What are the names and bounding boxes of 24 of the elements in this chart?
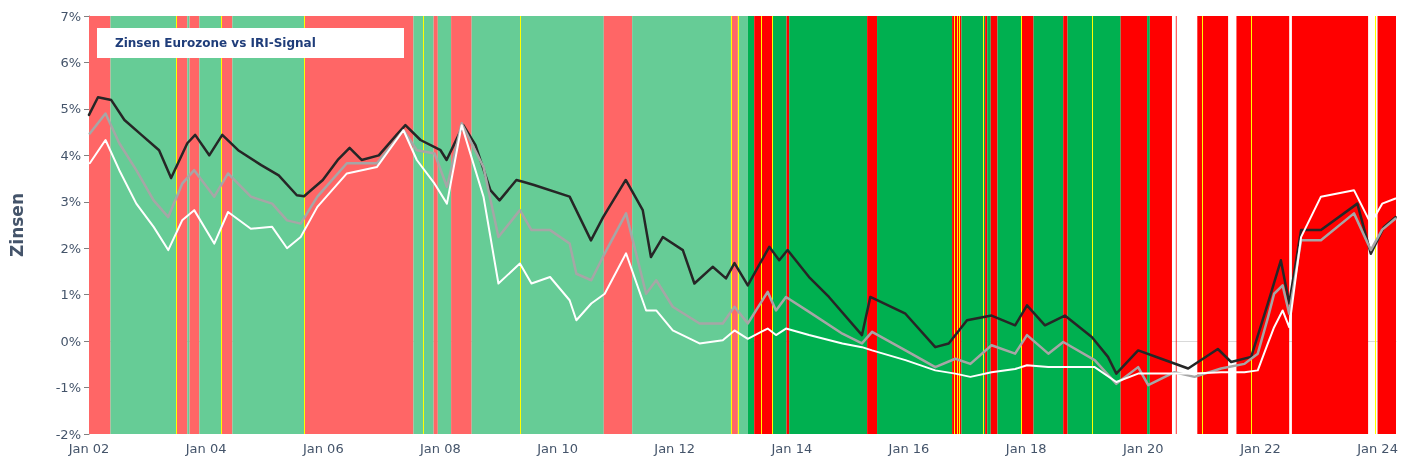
y-tick-label: 3%	[60, 194, 81, 210]
x-tick-label: Jan 16	[887, 441, 930, 456]
y-tick-label: 5%	[60, 101, 81, 117]
y-tick-label: -2%	[55, 426, 81, 442]
x-tick-label: Jan 10	[536, 441, 578, 456]
x-tick-label: Jan 02	[67, 441, 110, 456]
x-tick-label: Jan 18	[1004, 441, 1047, 456]
x-tick-label: Jan 12	[653, 441, 696, 456]
y-tick-label: 7%	[60, 8, 81, 24]
y-tick-label: -1%	[55, 380, 81, 396]
x-tick-label: Jan 08	[419, 441, 461, 456]
x-tick-label: Jan 24	[1356, 441, 1398, 456]
x-tick-label: Jan 04	[184, 441, 227, 456]
y-tick-label: 1%	[60, 287, 81, 303]
x-tick-label: Jan 20	[1121, 441, 1164, 456]
y-tick-label: 4%	[60, 147, 81, 163]
y-tick-label: 2%	[60, 240, 81, 256]
y-axis-title: Zinsen	[6, 192, 27, 258]
x-tick-label: Jan 14	[770, 441, 813, 456]
y-tick-label: 0%	[60, 333, 81, 349]
x-tick-label: Jan 22	[1239, 441, 1281, 456]
title-panel: Zinsen Eurozone vs IRI-Signal	[97, 28, 404, 58]
x-tick-label: Jan 06	[301, 441, 344, 456]
y-tick-label: 6%	[60, 54, 81, 70]
